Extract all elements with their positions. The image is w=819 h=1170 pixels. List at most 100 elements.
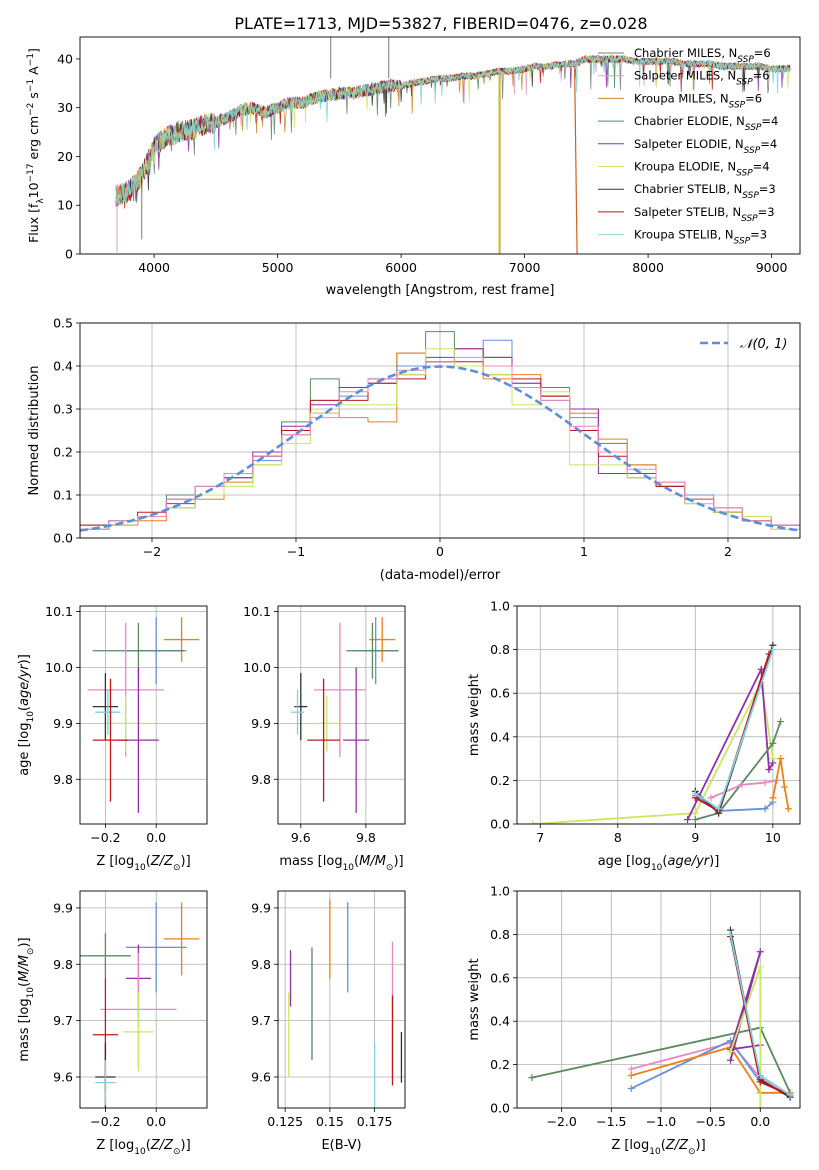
- series-orange: [772, 758, 790, 809]
- x-axis-label: mass [log10(M/M⊙)]: [279, 854, 403, 873]
- x-tick-label: 0.175: [357, 1114, 393, 1129]
- marker-lime: [726, 1048, 734, 1056]
- marker-purple: [765, 766, 773, 773]
- axes-frame: [79, 36, 801, 255]
- x-tick-label: 10: [765, 830, 781, 845]
- x-tick-label: 0.0: [146, 1114, 166, 1129]
- x-tick-label: 9.8: [356, 830, 376, 845]
- series-purple: [686, 665, 774, 820]
- legend-entry: Salpeter MILES, NSSP=6: [634, 69, 770, 88]
- y-tick-label: 0.5: [53, 316, 73, 331]
- legend-entry: Chabrier MILES, NSSP=6: [634, 46, 771, 65]
- normal-curve: [80, 365, 800, 532]
- y-tick-label: 0.8: [490, 927, 510, 942]
- histogram-pink: [80, 356, 800, 538]
- y-tick-label: 9.8: [53, 772, 73, 787]
- axes-frame: [277, 605, 406, 825]
- marker-orange: [769, 794, 777, 802]
- plot-area: [87, 617, 200, 813]
- chart-mass-vs-Z: −0.2 0.0 9.6 9.7 9.8 9.9 Z [log10(Z/Z⊙)] mass […: [17, 890, 208, 1157]
- legend-entry: Chabrier ELODIE, NSSP=4: [634, 114, 778, 133]
- y-tick-label: 0.2: [490, 1057, 510, 1072]
- x-tick-label: −1.0: [646, 1114, 676, 1129]
- y-tick-label: 0.3: [53, 402, 73, 417]
- series-orange: [630, 1046, 791, 1094]
- marker-orange: [627, 1071, 635, 1079]
- x-tick-label: 9: [691, 830, 699, 845]
- x-axis-label: age [log10(age/yr)]: [598, 854, 720, 873]
- marker-green: [691, 816, 699, 824]
- x-tick-label: 7000: [509, 260, 541, 275]
- y-tick-label: 20: [57, 149, 73, 164]
- histogram-lime: [80, 348, 800, 538]
- plot-area: [529, 641, 792, 824]
- y-tick-label: 9.9: [251, 900, 271, 915]
- series-green: [695, 721, 782, 821]
- x-tick-label: −0.2: [90, 1114, 120, 1129]
- x-axis-label: E(B-V): [321, 1138, 361, 1153]
- y-tick-label: 9.7: [53, 1013, 73, 1028]
- marker-lime: [756, 1104, 764, 1108]
- chart-mass-weight-vs-age: 7 8 9 10 0.0 0.2 0.4 0.6 0.8 1.0 age [log10(age/yr…: [467, 599, 801, 873]
- y-tick-label: 9.6: [251, 1070, 271, 1085]
- legend-entry: Kroupa ELODIE, NSSP=4: [634, 160, 770, 179]
- x-axis-label: Z [log10(Z/Z⊙)]: [96, 1138, 190, 1157]
- x-tick-label: 4000: [138, 260, 170, 275]
- x-tick-label: 7: [536, 830, 544, 845]
- series-lime: [532, 679, 774, 824]
- y-tick-label: 0.0: [490, 817, 510, 832]
- y-tick-label: 10: [57, 198, 73, 213]
- y-tick-label: 9.8: [251, 957, 271, 972]
- x-axis-label: (data-model)/error: [380, 568, 501, 583]
- x-tick-label: −1.5: [596, 1114, 626, 1129]
- marker-lime: [529, 820, 537, 824]
- marker-orange: [777, 755, 785, 763]
- marker-lime: [756, 963, 764, 971]
- y-axis-label: age [log10(age/yr)]: [17, 654, 36, 776]
- x-tick-label: −2.0: [547, 1114, 577, 1129]
- plot-area: [80, 902, 200, 1108]
- chart-mass-vs-ebv: 0.125 0.15 0.175 9.6 9.7 9.8 9.9 E(B-V): [251, 890, 406, 1153]
- marker-lime: [691, 809, 699, 817]
- x-tick-label: 6000: [385, 260, 417, 275]
- marker-cyan: [715, 805, 723, 813]
- x-tick-label: 0.15: [316, 1114, 344, 1129]
- x-tick-label: 2: [724, 544, 732, 559]
- x-tick-label: 0.0: [146, 830, 166, 845]
- axes-frame: [79, 890, 208, 1109]
- chart-mass-weight-vs-Z: −2.0 −1.5 −1.0 −0.5 0.0 0.0 0.2 0.4 0.6 0.8 1.0 Z […: [467, 884, 801, 1157]
- y-tick-label: 0.4: [490, 729, 510, 744]
- x-tick-label: −0.2: [90, 830, 120, 845]
- marker-purple: [726, 1056, 734, 1064]
- legend-entry: Salpeter ELODIE, NSSP=4: [634, 137, 777, 156]
- marker-blue: [761, 805, 769, 813]
- marker-pink: [761, 779, 769, 787]
- y-tick-label: 40: [57, 51, 73, 66]
- plot-area: [528, 926, 794, 1108]
- x-tick-label: 0.0: [750, 1114, 770, 1129]
- y-tick-label: 0.8: [490, 642, 510, 657]
- marker-green: [777, 718, 785, 726]
- legend-entry: Salpeter STELIB, NSSP=3: [634, 205, 775, 224]
- y-axis-label: Normed distribution: [27, 366, 42, 496]
- y-tick-label: 10.1: [45, 604, 73, 619]
- plot-area: [288, 899, 403, 1108]
- y-tick-label: 9.8: [53, 957, 73, 972]
- marker-cyan: [769, 646, 777, 654]
- drop-orange: [574, 68, 578, 254]
- marker-pink: [627, 1065, 635, 1073]
- legend-entry: Kroupa MILES, NSSP=6: [634, 91, 762, 110]
- y-tick-label: 0.6: [490, 686, 510, 701]
- y-axis-label: Flux [fλ10−17 erg cm−2 s−1 A−1]: [26, 48, 46, 243]
- y-tick-label: 9.7: [251, 1013, 271, 1028]
- y-tick-label: 0.0: [53, 531, 73, 546]
- legend-normal: 𝒩(0, 1): [740, 337, 787, 352]
- x-tick-label: −1: [287, 544, 305, 559]
- y-tick-label: 9.9: [53, 900, 73, 915]
- marker-red: [756, 1078, 764, 1086]
- y-tick-label: 10.0: [243, 660, 271, 675]
- legend-entry: Chabrier STELIB, NSSP=3: [634, 182, 776, 201]
- marker-cyan: [691, 789, 699, 797]
- x-tick-label: 8000: [632, 260, 664, 275]
- y-tick-label: 1.0: [490, 884, 510, 899]
